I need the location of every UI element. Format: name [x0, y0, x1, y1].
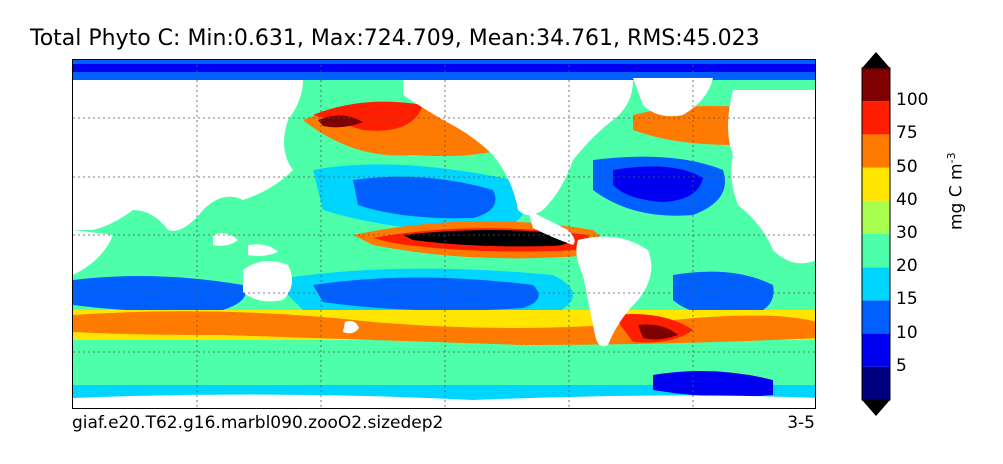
new-guinea-land	[248, 244, 278, 256]
colorbar-segment	[862, 234, 890, 268]
patagonia-peak	[638, 324, 678, 340]
north-america-land	[403, 80, 633, 215]
colorbar-segment	[862, 68, 890, 102]
graticule	[73, 60, 815, 408]
eq-pac-peak	[403, 230, 573, 247]
colorbar-tick-label: 15	[896, 289, 918, 310]
south-america-land	[576, 236, 652, 347]
colorbar-segment	[862, 200, 890, 234]
colorbar-tick-label: 20	[896, 256, 918, 277]
units-exponent: -3	[945, 152, 958, 164]
australia-land	[243, 261, 292, 302]
satl-gyre	[673, 271, 774, 318]
colorbar-segment	[862, 134, 890, 168]
colorbar-tick-label: 10	[896, 322, 918, 343]
colorbar-units: mg C m-3	[945, 152, 967, 230]
new-zealand-land	[343, 320, 359, 334]
colorbar-extend-min	[862, 400, 890, 416]
npac-peak	[318, 115, 363, 128]
arctic-core	[73, 64, 815, 72]
colorbar-segment	[862, 267, 890, 301]
borneo-land	[213, 233, 238, 246]
colorbar	[861, 52, 891, 416]
colorbar-tick-label: 5	[896, 355, 907, 376]
colorbar-segment	[862, 167, 890, 201]
colorbar-segment	[862, 101, 890, 135]
antarctica-land	[73, 394, 815, 408]
npac-gyre	[353, 176, 496, 219]
colorbar-extend-max	[862, 52, 890, 68]
colorbar-tick-label: 75	[896, 123, 918, 144]
indian-gyre	[73, 276, 246, 312]
colorbar-tick-label: 30	[896, 223, 918, 243]
colorbar-tick-label: 50	[896, 156, 918, 177]
colorbar-tick-label: 100	[896, 90, 929, 111]
africa-east-land	[73, 230, 113, 275]
central-america-land	[528, 210, 575, 245]
colorbar-segment	[862, 300, 890, 334]
spac-gyre	[313, 277, 539, 311]
colorbar-frame	[861, 67, 891, 401]
eurasia-land	[73, 80, 303, 231]
europe-africa-land	[728, 90, 815, 264]
colorbar-segment	[862, 366, 890, 400]
map-panel	[72, 59, 816, 409]
run-identifier: giaf.e20.T62.g16.marbl090.zooO2.sizedep2	[72, 413, 444, 433]
npac-high	[313, 101, 423, 131]
phytoplankton-field	[73, 60, 815, 408]
colorbar-tick-label: 40	[896, 189, 918, 210]
weddell-low	[653, 371, 773, 397]
colorbar-segment	[862, 333, 890, 367]
natl-core	[613, 166, 703, 202]
map-title: Total Phyto C: Min:0.631, Max:724.709, M…	[30, 26, 760, 51]
units-base: mg C m	[946, 163, 967, 230]
season-label: 3-5	[787, 413, 815, 433]
